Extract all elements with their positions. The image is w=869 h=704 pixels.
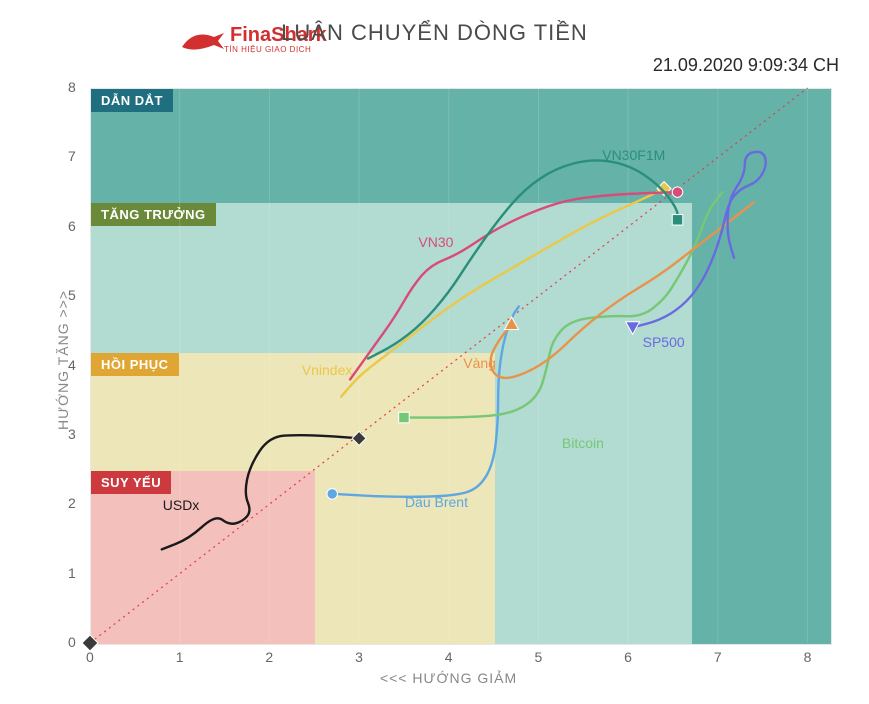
x-axis-label: <<< HƯỚNG GIẢM [380, 670, 517, 686]
x-tick: 8 [804, 649, 812, 665]
y-tick: 1 [68, 565, 76, 581]
x-tick: 2 [265, 649, 273, 665]
chart-svg-overlay [90, 88, 830, 643]
header: LUÂN CHUYỂN DÒNG TIỀN [0, 20, 869, 46]
series-path-vnindex [341, 189, 664, 397]
x-tick: 3 [355, 649, 363, 665]
x-tick: 5 [534, 649, 542, 665]
x-tick: 7 [714, 649, 722, 665]
series-path-dau-brent [332, 307, 519, 497]
y-tick: 6 [68, 218, 76, 234]
y-tick: 7 [68, 148, 76, 164]
x-tick: 1 [176, 649, 184, 665]
page-root: FinaShark TÍN HIỆU GIAO DỊCH LUÂN CHUYỂN… [0, 0, 869, 704]
chart-area: SUY YẾUHỒI PHỤCTĂNG TRƯỞNGDẪN DẮTUSDxDầu… [90, 88, 830, 643]
y-tick: 4 [68, 357, 76, 373]
x-tick: 4 [445, 649, 453, 665]
y-tick: 5 [68, 287, 76, 303]
series-path-vang [491, 202, 754, 377]
x-tick: 0 [86, 649, 94, 665]
y-tick: 8 [68, 79, 76, 95]
y-tick: 3 [68, 426, 76, 442]
y-tick: 0 [68, 634, 76, 650]
series-path-sp500 [633, 152, 766, 328]
x-tick: 6 [624, 649, 632, 665]
y-tick: 2 [68, 495, 76, 511]
chart-title: LUÂN CHUYỂN DÒNG TIỀN [281, 20, 588, 45]
timestamp: 21.09.2020 9:09:34 CH [653, 55, 839, 76]
brand-tagline: TÍN HIỆU GIAO DỊCH [224, 45, 327, 54]
